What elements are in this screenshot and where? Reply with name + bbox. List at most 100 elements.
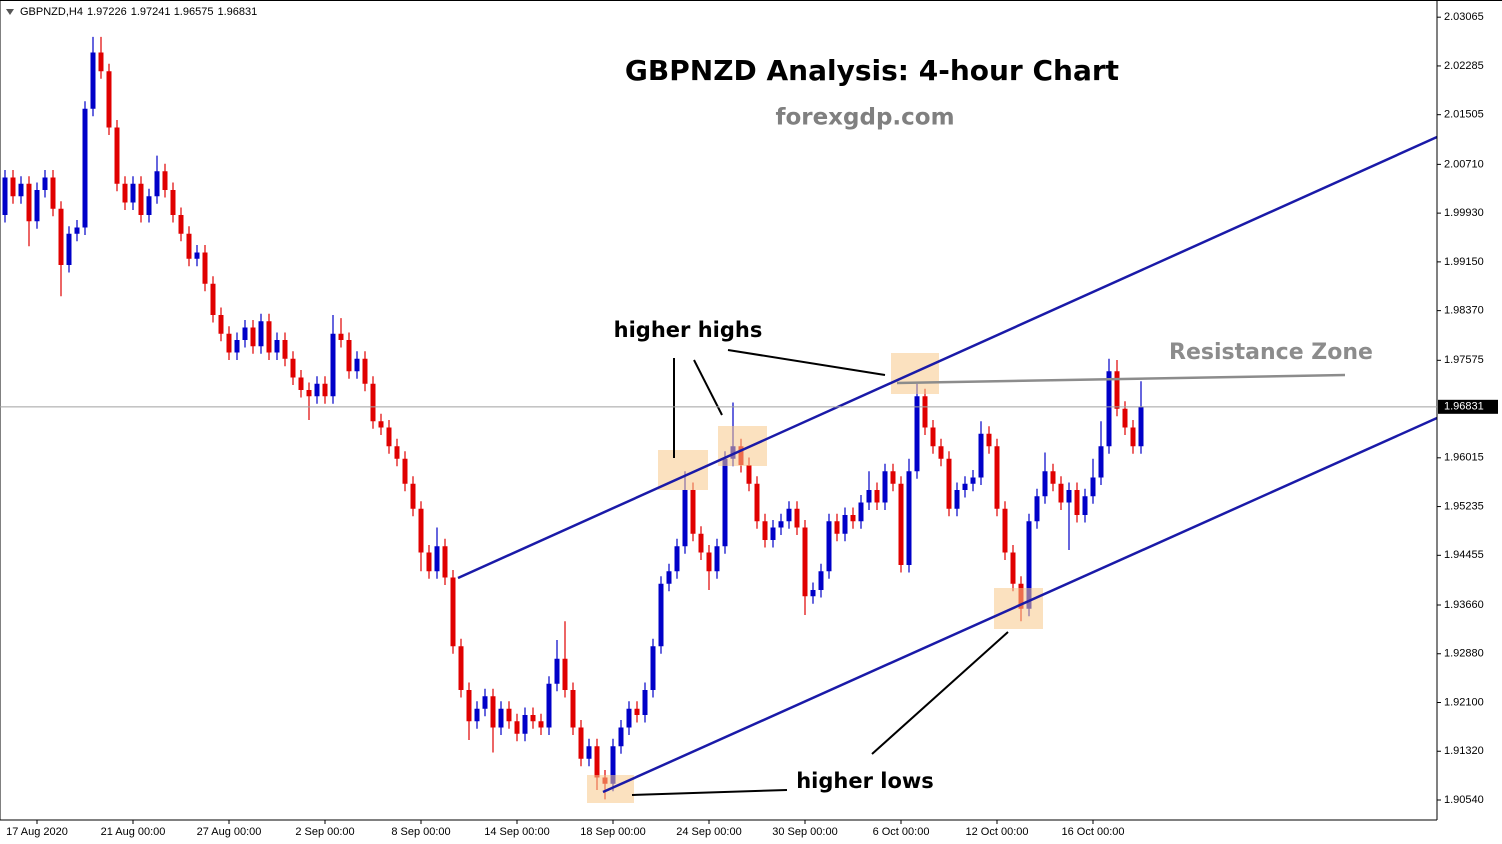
candle-body	[706, 552, 712, 572]
last-price-label: 1.96831	[1444, 401, 1484, 413]
candle-body	[986, 433, 992, 447]
candle-body	[66, 233, 72, 265]
candle-body	[98, 52, 104, 72]
candle-body	[226, 333, 232, 353]
candle-body	[458, 646, 464, 690]
candle-body	[58, 208, 64, 265]
candle-body	[82, 108, 88, 228]
candle-body	[834, 521, 840, 534]
y-tick-label: 2.01505	[1444, 109, 1484, 121]
x-tick-label: 2 Sep 00:00	[295, 826, 354, 838]
upper-trendline	[457, 135, 1438, 580]
candle-body	[978, 433, 984, 478]
candle-body	[2, 177, 8, 215]
header-value: 1.96575	[174, 6, 214, 18]
candle-body	[10, 177, 16, 197]
candle-body	[698, 533, 704, 553]
candle-body	[962, 483, 968, 490]
candle-body	[202, 252, 208, 284]
pointer-line	[871, 631, 1009, 755]
x-tick-label: 12 Oct 00:00	[966, 826, 1029, 838]
candle-body	[186, 233, 192, 259]
candle-body	[42, 177, 48, 190]
candle-body	[762, 521, 768, 540]
candle-body	[258, 321, 264, 347]
y-tick-label: 1.92100	[1444, 696, 1484, 708]
y-tick-label: 1.90540	[1444, 794, 1484, 806]
x-tick-label: 30 Sep 00:00	[772, 826, 837, 838]
pointer-line	[727, 349, 886, 376]
candle-body	[218, 315, 224, 334]
candle-body	[194, 252, 200, 259]
annotation: Resistance Zone	[1169, 340, 1373, 365]
y-tick-label: 1.98370	[1444, 305, 1484, 317]
pointer-line	[631, 789, 788, 796]
candle-body	[522, 715, 528, 734]
highlight-box	[718, 426, 767, 466]
pointer-line	[693, 359, 723, 416]
candle-body	[122, 183, 128, 203]
candle-body	[442, 546, 448, 578]
candle-body	[538, 721, 544, 728]
candle-body	[418, 508, 424, 553]
candle-body	[370, 383, 376, 422]
candle-body	[530, 715, 536, 722]
candle-body	[330, 333, 336, 397]
candle-body	[858, 502, 864, 522]
candle-body	[394, 446, 400, 459]
candle-body	[146, 196, 152, 215]
candle-body	[594, 746, 600, 778]
candle-body	[514, 721, 520, 734]
candle-body	[722, 458, 728, 547]
x-tick-label: 17 Aug 2020	[6, 826, 68, 838]
candle-body	[994, 446, 1000, 509]
resistance-line	[896, 373, 1346, 385]
candle-body	[178, 215, 184, 234]
candle-body	[1114, 371, 1120, 409]
candle-body	[714, 546, 720, 572]
candle-body	[282, 340, 288, 359]
candle-body	[1066, 490, 1072, 503]
candle-body	[970, 477, 976, 484]
lower-trendline	[602, 416, 1438, 794]
candle-body	[114, 127, 120, 184]
candle-body	[914, 396, 920, 472]
candle-body	[634, 708, 640, 715]
candle-body	[242, 327, 248, 340]
candle-body	[322, 383, 328, 397]
candle-body	[250, 327, 256, 347]
candle-body	[402, 458, 408, 484]
annotation: higher lows	[796, 769, 934, 793]
candle-body	[210, 283, 216, 315]
candle-body	[1122, 408, 1128, 428]
candle-body	[50, 177, 56, 209]
candle-body	[746, 465, 752, 484]
candle-body	[290, 358, 296, 378]
candle-body	[450, 577, 456, 647]
candle-body	[1058, 483, 1064, 503]
candle-body	[266, 321, 272, 353]
candle-body	[786, 508, 792, 522]
x-tick-label: 16 Oct 00:00	[1062, 826, 1125, 838]
candle-body	[306, 390, 312, 397]
candle-body	[274, 340, 280, 353]
candle-body	[818, 571, 824, 590]
candle-body	[154, 171, 160, 197]
header-value: 1.97226	[87, 6, 127, 18]
candle-body	[482, 696, 488, 709]
candle-body	[778, 521, 784, 528]
candle-body	[1010, 552, 1016, 584]
header-value: 1.96831	[217, 6, 257, 18]
candle-body	[826, 521, 832, 572]
candle-body	[466, 690, 472, 722]
candle-body	[930, 427, 936, 447]
highlights	[587, 353, 1043, 803]
candle-body	[922, 396, 928, 428]
candle-body	[650, 646, 656, 690]
candle-body	[866, 490, 872, 503]
candle-body	[170, 190, 176, 215]
candle-body	[130, 183, 136, 203]
candle-body	[106, 71, 112, 128]
